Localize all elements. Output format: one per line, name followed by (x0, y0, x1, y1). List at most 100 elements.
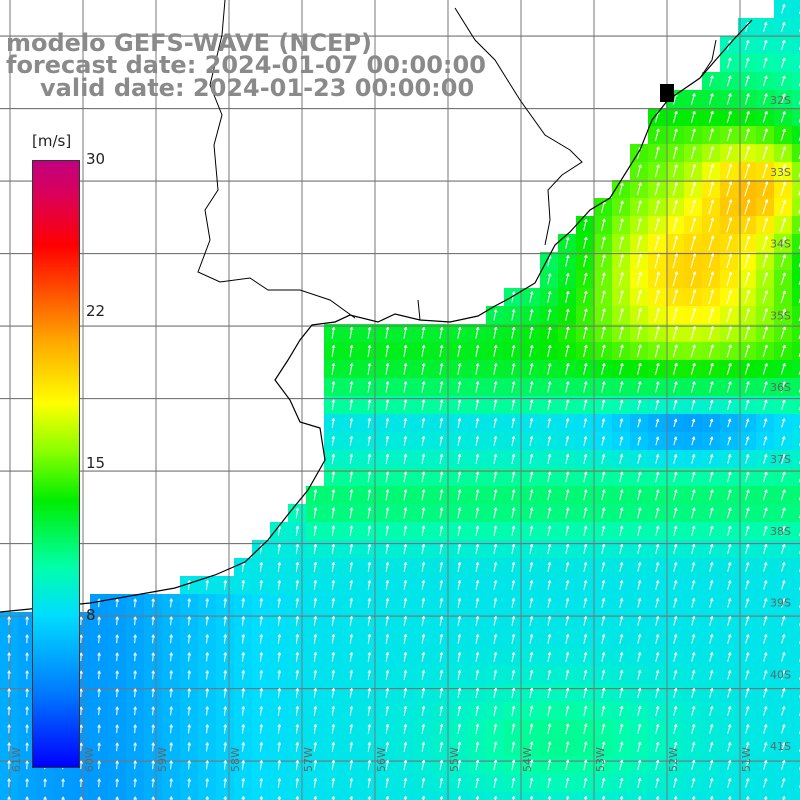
wind-cell (144, 792, 162, 800)
wind-arrow (493, 741, 497, 753)
wind-arrow-head (313, 724, 318, 728)
wind-arrow-head (620, 344, 624, 348)
wind-arrow (780, 471, 786, 483)
wind-arrow (565, 670, 569, 680)
wind-cell (792, 270, 800, 288)
wind-arrow (655, 652, 659, 662)
wind-arrow-head (655, 471, 660, 475)
wind-arrow (637, 705, 641, 717)
wind-arrow-head (511, 326, 516, 331)
wind-arrow (403, 327, 407, 339)
wind-arrow-head (691, 670, 696, 674)
wind-arrow-head (565, 489, 570, 493)
wind-arrow-head (674, 344, 678, 348)
wind-arrow-head (151, 724, 155, 728)
wind-arrow (98, 616, 100, 626)
wind-arrow-head (764, 471, 768, 476)
wind-arrow (583, 471, 587, 483)
wind-arrow (691, 544, 695, 554)
wind-arrow (385, 345, 389, 357)
wind-arrow-head (493, 687, 498, 692)
wind-arrow-head (25, 634, 29, 638)
wind-arrow-head (457, 489, 462, 493)
wind-arrow-head (565, 723, 570, 727)
wind-cell (792, 252, 800, 270)
wind-arrow (763, 22, 767, 32)
wind-arrow-head (241, 670, 246, 674)
wind-arrow-head (43, 778, 47, 782)
lon-label: 52W (667, 747, 680, 772)
wind-arrow-head (763, 580, 768, 584)
wind-arrow-head (475, 561, 480, 566)
wind-arrow (241, 742, 245, 752)
wind-arrow (619, 741, 623, 753)
wind-arrow-head (656, 128, 660, 133)
wind-arrow-head (673, 777, 678, 782)
wind-arrow-head (619, 723, 624, 728)
wind-arrow-head (745, 670, 750, 674)
wind-arrow (223, 760, 227, 770)
wind-arrow-head (602, 272, 606, 276)
wind-cell (792, 432, 800, 450)
wind-arrow (385, 381, 389, 393)
wind-arrow-head (241, 760, 246, 764)
wind-arrow-head (637, 634, 642, 638)
wind-arrow (493, 363, 497, 375)
wind-arrow-head (728, 163, 733, 168)
wind-arrow (277, 670, 281, 680)
wind-arrow-head (710, 381, 714, 385)
wind-arrow-head (403, 579, 408, 584)
wind-cell (108, 792, 126, 800)
wind-arrow (654, 218, 660, 232)
wind-arrow-head (295, 616, 300, 620)
wind-arrow (601, 381, 605, 393)
wind-arrow-head (439, 777, 444, 782)
wind-arrow (295, 634, 299, 644)
wind-arrow (457, 652, 461, 662)
wind-arrow (116, 724, 118, 734)
wind-arrow-head (638, 235, 642, 240)
wind-arrow-head (241, 634, 246, 638)
wind-arrow-head (385, 633, 390, 638)
wind-arrow (331, 616, 335, 626)
wind-arrow-head (547, 507, 552, 511)
wind-arrow-head (745, 778, 750, 782)
wind-arrow (295, 598, 299, 608)
wind-arrow-head (133, 688, 137, 692)
wind-arrow (690, 326, 696, 340)
wind-arrow-head (781, 742, 786, 746)
wind-arrow-head (673, 598, 678, 602)
wind-arrow-head (656, 489, 660, 493)
wind-arrow (709, 507, 713, 519)
wind-arrow (636, 254, 642, 268)
wind-arrow-head (493, 597, 498, 602)
wind-arrow (780, 507, 786, 519)
wind-arrow-head (782, 399, 786, 404)
wind-arrow-head (782, 254, 786, 258)
wind-arrow-head (691, 652, 696, 656)
wind-arrow (565, 759, 569, 771)
wind-arrow (601, 616, 605, 626)
wind-arrow-head (638, 182, 642, 186)
wind-arrow-head (457, 561, 462, 566)
wind-arrow-head (710, 163, 715, 168)
wind-arrow (98, 796, 100, 800)
wind-arrow (188, 598, 190, 608)
wind-arrow (349, 670, 353, 680)
wind-arrow (780, 272, 786, 286)
wind-arrow (744, 344, 750, 358)
wind-arrow-head (223, 598, 228, 602)
wind-arrow-head (367, 723, 372, 728)
wind-arrow (690, 199, 696, 215)
wind-arrow-head (637, 453, 642, 458)
wind-arrow-head (673, 616, 678, 620)
wind-arrow (745, 706, 749, 716)
wind-arrow-head (583, 525, 588, 530)
wind-arrow-head (331, 399, 336, 403)
wind-arrow (565, 326, 569, 340)
wind-arrow-head (584, 362, 588, 367)
wind-arrow (654, 128, 660, 142)
wind-arrow-head (511, 669, 516, 674)
wind-arrow-head (403, 759, 408, 764)
wind-arrow-head (763, 778, 768, 782)
